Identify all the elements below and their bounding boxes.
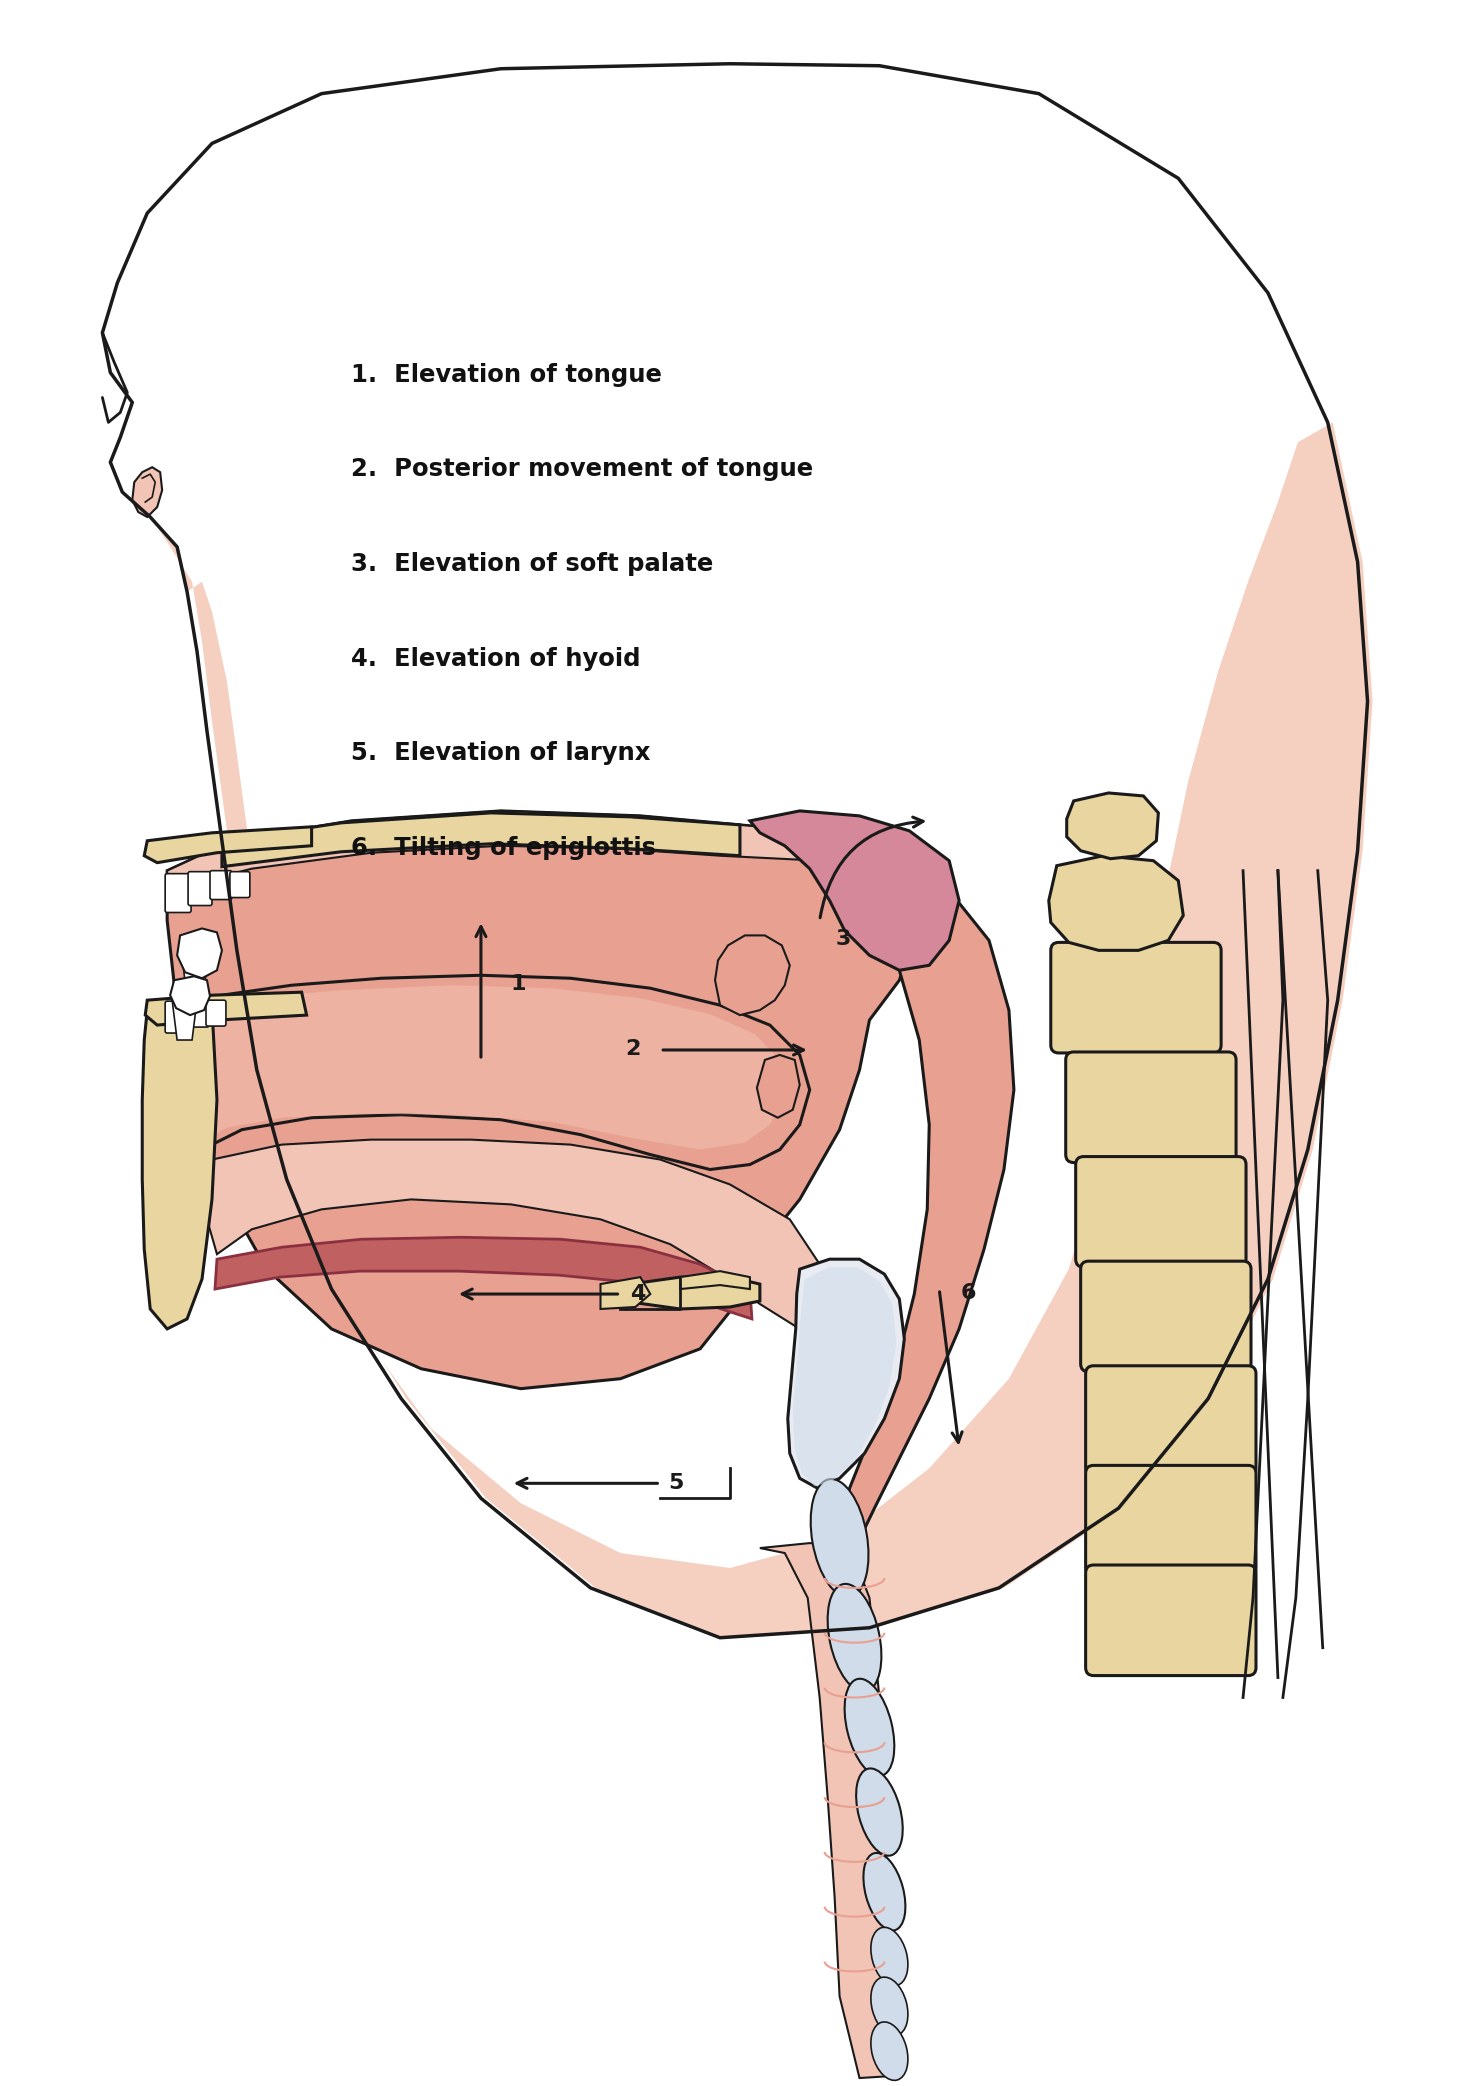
Polygon shape <box>1067 793 1158 859</box>
Text: 3: 3 <box>836 930 851 949</box>
Polygon shape <box>150 421 1373 1638</box>
Ellipse shape <box>827 1583 881 1692</box>
Polygon shape <box>168 811 899 895</box>
Text: 1.  Elevation of tongue: 1. Elevation of tongue <box>352 363 662 386</box>
Text: 2: 2 <box>624 1039 641 1060</box>
Text: 5.  Elevation of larynx: 5. Elevation of larynx <box>352 741 651 766</box>
Polygon shape <box>133 467 162 517</box>
FancyBboxPatch shape <box>1081 1262 1250 1373</box>
Polygon shape <box>207 1139 830 1329</box>
Polygon shape <box>715 935 789 1016</box>
FancyBboxPatch shape <box>206 999 226 1026</box>
Text: 1: 1 <box>511 974 527 995</box>
Polygon shape <box>680 1270 750 1289</box>
FancyBboxPatch shape <box>188 872 212 905</box>
Polygon shape <box>222 814 740 866</box>
FancyBboxPatch shape <box>231 872 249 897</box>
Polygon shape <box>144 826 312 864</box>
Ellipse shape <box>811 1479 868 1598</box>
FancyBboxPatch shape <box>1085 1366 1256 1477</box>
Polygon shape <box>146 993 306 1024</box>
FancyBboxPatch shape <box>1075 1156 1246 1266</box>
Ellipse shape <box>856 1769 903 1857</box>
Polygon shape <box>757 1056 800 1118</box>
Text: 4: 4 <box>630 1285 646 1304</box>
Polygon shape <box>760 1544 891 2078</box>
Polygon shape <box>168 811 919 1389</box>
Polygon shape <box>171 976 810 1170</box>
Ellipse shape <box>871 2021 907 2080</box>
Ellipse shape <box>864 1852 906 1930</box>
Ellipse shape <box>845 1679 894 1775</box>
Polygon shape <box>788 1260 905 1487</box>
Polygon shape <box>214 1237 751 1318</box>
FancyBboxPatch shape <box>1050 943 1221 1053</box>
Polygon shape <box>1049 855 1183 951</box>
Polygon shape <box>630 1277 760 1310</box>
Polygon shape <box>177 928 222 978</box>
Polygon shape <box>792 1266 896 1487</box>
Polygon shape <box>142 999 217 1329</box>
Polygon shape <box>750 811 959 970</box>
FancyBboxPatch shape <box>1085 1464 1256 1575</box>
FancyBboxPatch shape <box>165 874 191 912</box>
Polygon shape <box>172 999 197 1041</box>
Text: 3.  Elevation of soft palate: 3. Elevation of soft palate <box>352 553 713 576</box>
FancyBboxPatch shape <box>210 870 232 899</box>
Text: 6.  Tilting of epiglottis: 6. Tilting of epiglottis <box>352 836 657 859</box>
Polygon shape <box>171 976 210 1016</box>
Text: 5: 5 <box>668 1473 684 1494</box>
Text: 4.  Elevation of hyoid: 4. Elevation of hyoid <box>352 647 641 670</box>
Polygon shape <box>601 1277 651 1310</box>
FancyBboxPatch shape <box>187 999 209 1026</box>
Ellipse shape <box>871 1927 907 1986</box>
FancyBboxPatch shape <box>165 1001 190 1033</box>
FancyBboxPatch shape <box>1065 1051 1236 1162</box>
Polygon shape <box>177 985 785 1149</box>
Polygon shape <box>839 870 1014 1544</box>
FancyBboxPatch shape <box>1085 1564 1256 1675</box>
Polygon shape <box>179 941 210 991</box>
Ellipse shape <box>871 1978 907 2036</box>
Text: 2.  Posterior movement of tongue: 2. Posterior movement of tongue <box>352 457 814 482</box>
Text: 6: 6 <box>961 1283 976 1304</box>
